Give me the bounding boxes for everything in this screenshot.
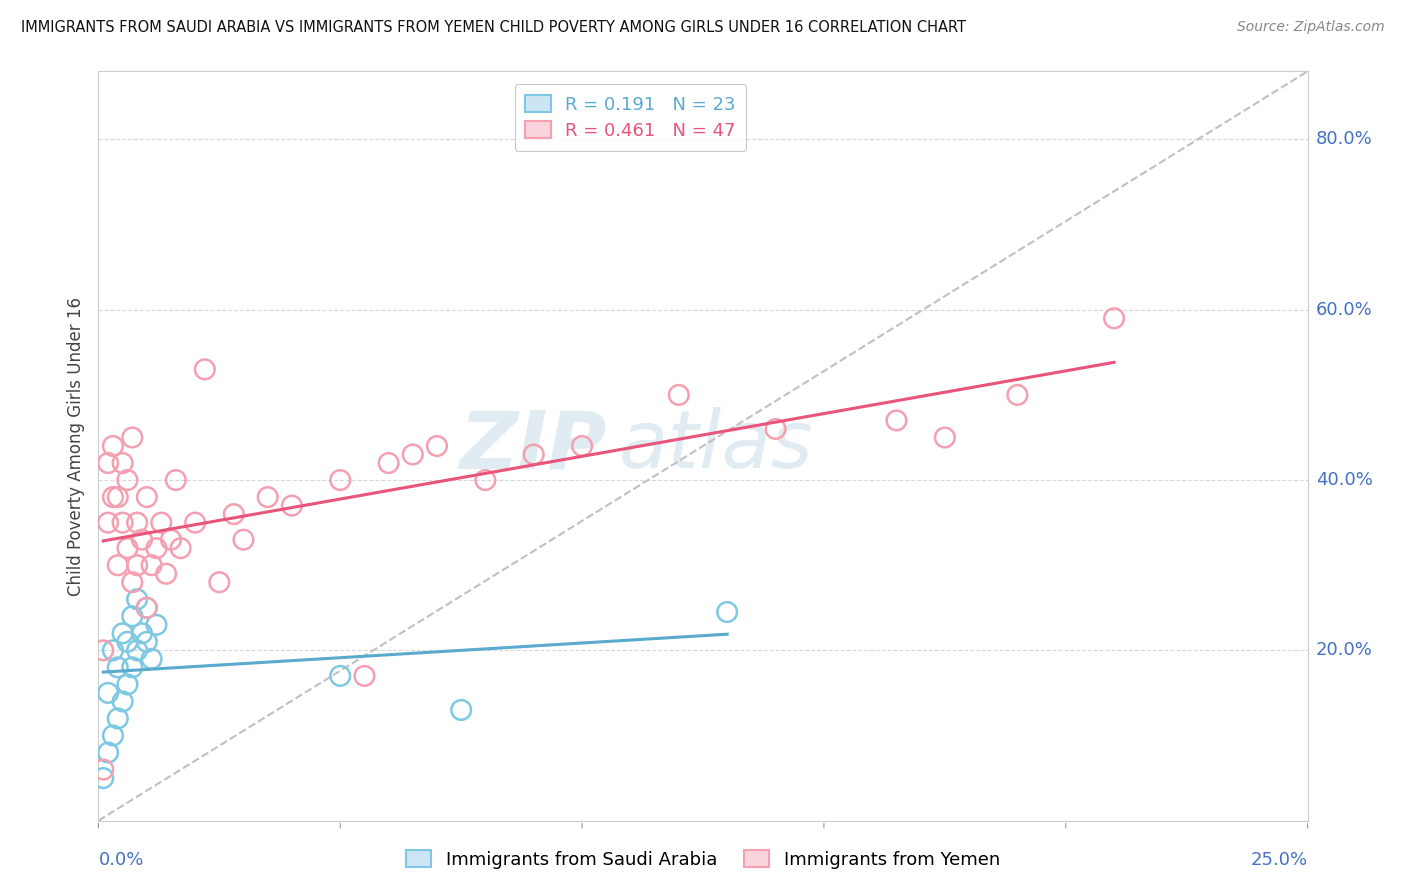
Legend: R = 0.191   N = 23, R = 0.461   N = 47: R = 0.191 N = 23, R = 0.461 N = 47 bbox=[515, 84, 747, 151]
Point bbox=[165, 473, 187, 487]
Point bbox=[523, 448, 546, 462]
Point bbox=[141, 652, 163, 666]
Point bbox=[127, 516, 149, 530]
Text: 60.0%: 60.0% bbox=[1316, 301, 1372, 318]
Point bbox=[121, 609, 143, 624]
Point bbox=[121, 430, 143, 444]
Point bbox=[232, 533, 254, 547]
Point bbox=[121, 660, 143, 674]
Point bbox=[107, 660, 129, 674]
Text: Source: ZipAtlas.com: Source: ZipAtlas.com bbox=[1237, 20, 1385, 34]
Text: 80.0%: 80.0% bbox=[1316, 130, 1372, 148]
Text: 25.0%: 25.0% bbox=[1250, 851, 1308, 869]
Point bbox=[329, 473, 352, 487]
Point bbox=[450, 703, 472, 717]
Point bbox=[474, 473, 496, 487]
Point bbox=[111, 694, 134, 708]
Y-axis label: Child Poverty Among Girls Under 16: Child Poverty Among Girls Under 16 bbox=[66, 296, 84, 596]
Text: 0.0%: 0.0% bbox=[98, 851, 143, 869]
Point bbox=[222, 507, 245, 521]
Point bbox=[107, 558, 129, 573]
Legend: Immigrants from Saudi Arabia, Immigrants from Yemen: Immigrants from Saudi Arabia, Immigrants… bbox=[399, 843, 1007, 876]
Point bbox=[135, 600, 157, 615]
Point bbox=[135, 635, 157, 649]
Point bbox=[135, 600, 157, 615]
Point bbox=[91, 763, 114, 777]
Point bbox=[97, 456, 120, 470]
Point bbox=[402, 448, 425, 462]
Point bbox=[117, 635, 139, 649]
Point bbox=[141, 558, 163, 573]
Point bbox=[281, 499, 304, 513]
Point bbox=[150, 516, 173, 530]
Point bbox=[97, 686, 120, 700]
Point bbox=[131, 626, 153, 640]
Point bbox=[117, 677, 139, 691]
Point bbox=[97, 516, 120, 530]
Point bbox=[111, 456, 134, 470]
Point bbox=[91, 771, 114, 785]
Point bbox=[668, 388, 690, 402]
Point bbox=[127, 592, 149, 607]
Text: 20.0%: 20.0% bbox=[1316, 641, 1372, 659]
Point bbox=[256, 490, 278, 504]
Point bbox=[131, 533, 153, 547]
Point bbox=[155, 566, 177, 581]
Point bbox=[117, 473, 139, 487]
Text: IMMIGRANTS FROM SAUDI ARABIA VS IMMIGRANTS FROM YEMEN CHILD POVERTY AMONG GIRLS : IMMIGRANTS FROM SAUDI ARABIA VS IMMIGRAN… bbox=[21, 20, 966, 35]
Point bbox=[111, 516, 134, 530]
Point bbox=[91, 643, 114, 657]
Point bbox=[127, 558, 149, 573]
Text: 40.0%: 40.0% bbox=[1316, 471, 1372, 489]
Text: ZIP: ZIP bbox=[458, 407, 606, 485]
Point bbox=[208, 575, 231, 590]
Point bbox=[426, 439, 449, 453]
Point bbox=[886, 413, 908, 427]
Point bbox=[934, 430, 956, 444]
Point bbox=[571, 439, 593, 453]
Point bbox=[101, 643, 124, 657]
Point bbox=[117, 541, 139, 556]
Point bbox=[716, 605, 738, 619]
Point bbox=[377, 456, 399, 470]
Point bbox=[107, 490, 129, 504]
Text: atlas: atlas bbox=[619, 407, 813, 485]
Point bbox=[145, 541, 167, 556]
Point bbox=[101, 439, 124, 453]
Point bbox=[97, 746, 120, 760]
Point bbox=[160, 533, 183, 547]
Point bbox=[101, 490, 124, 504]
Point bbox=[127, 643, 149, 657]
Point bbox=[111, 626, 134, 640]
Point bbox=[329, 669, 352, 683]
Point bbox=[169, 541, 191, 556]
Point bbox=[1102, 311, 1125, 326]
Point bbox=[107, 711, 129, 725]
Point bbox=[145, 617, 167, 632]
Point bbox=[765, 422, 787, 436]
Point bbox=[135, 490, 157, 504]
Point bbox=[184, 516, 207, 530]
Point bbox=[1007, 388, 1029, 402]
Point bbox=[194, 362, 217, 376]
Point bbox=[353, 669, 375, 683]
Point bbox=[101, 729, 124, 743]
Point bbox=[121, 575, 143, 590]
